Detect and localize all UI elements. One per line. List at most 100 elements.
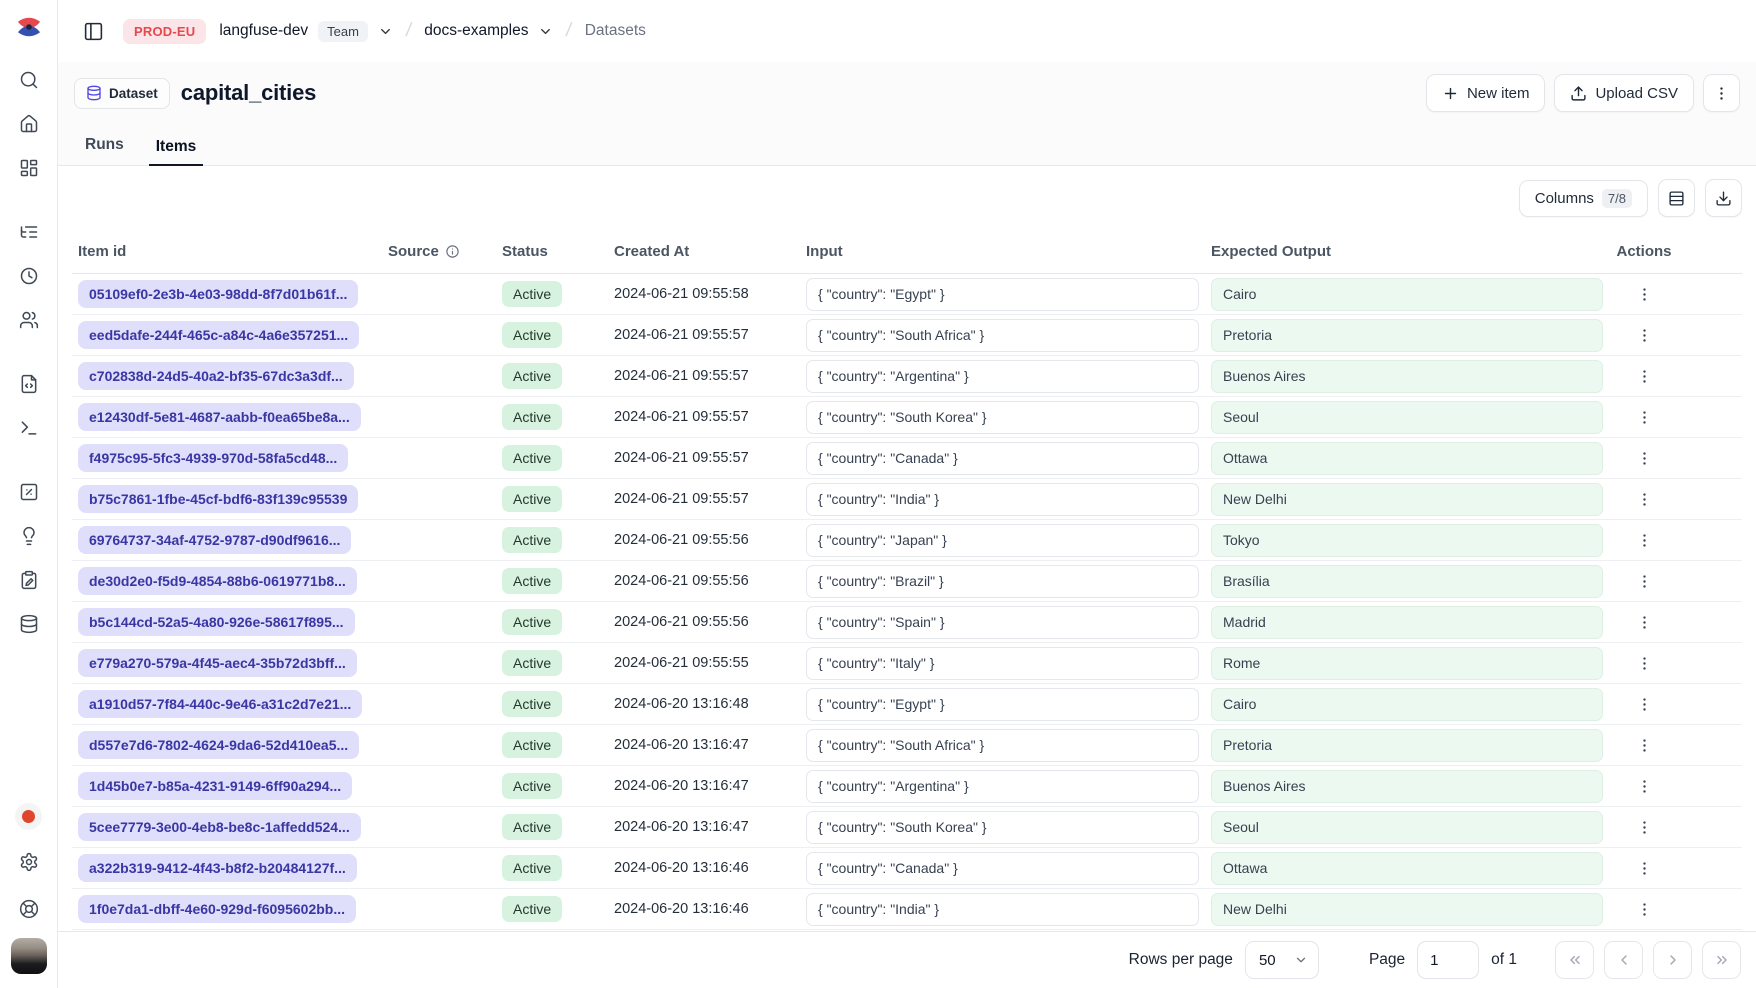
breadcrumb-section[interactable]: Datasets [584, 22, 646, 39]
tab-items[interactable]: Items [148, 138, 204, 166]
tab-runs[interactable]: Runs [78, 136, 131, 165]
expected-output-cell[interactable]: New Delhi [1211, 482, 1603, 516]
info-icon[interactable] [445, 244, 460, 259]
item-id-link[interactable]: a322b319-9412-4f43-b8f2-b20484127f... [78, 854, 357, 882]
item-id-link[interactable]: c702838d-24d5-40a2-bf35-67dc3a3df... [78, 362, 354, 390]
input-cell[interactable]: { "country": "India" } [806, 892, 1199, 926]
input-cell[interactable]: { "country": "India" } [806, 482, 1199, 516]
input-cell[interactable]: { "country": "South Korea" } [806, 400, 1199, 434]
item-id-link[interactable]: f4975c95-5fc3-4939-970d-58fa5cd48... [78, 444, 349, 472]
input-cell[interactable]: { "country": "South Africa" } [806, 728, 1199, 762]
sidebar-item-support[interactable] [11, 891, 47, 927]
sidebar-item-sessions[interactable] [11, 258, 47, 294]
expected-output-cell[interactable]: Tokyo [1211, 523, 1603, 557]
export-download-button[interactable] [1705, 179, 1742, 217]
prev-page-button[interactable] [1604, 941, 1643, 979]
row-actions-kebab[interactable] [1628, 688, 1660, 720]
row-actions-kebab[interactable] [1628, 319, 1660, 351]
item-id-link[interactable]: e12430df-5e81-4687-aabb-f0ea65be8a... [78, 403, 361, 431]
rows-per-page-select[interactable]: 50 [1244, 941, 1319, 979]
expected-output-cell[interactable]: Brasília [1211, 564, 1603, 598]
user-avatar[interactable] [10, 938, 47, 974]
langfuse-logo[interactable] [14, 12, 44, 42]
page-actions-kebab[interactable] [1703, 74, 1740, 112]
expected-output-cell[interactable]: Rome [1211, 646, 1603, 680]
sidebar-item-evaluation[interactable] [11, 474, 47, 510]
expected-output-cell[interactable]: Cairo [1211, 687, 1603, 721]
columns-button[interactable]: Columns 7/8 [1518, 179, 1648, 217]
sidebar-item-home[interactable] [11, 106, 47, 142]
row-actions-kebab[interactable] [1628, 360, 1660, 392]
input-cell[interactable]: { "country": "Canada" } [806, 441, 1199, 475]
upload-csv-button[interactable]: Upload CSV [1554, 74, 1694, 112]
input-cell[interactable]: { "country": "South Africa" } [806, 318, 1199, 352]
project-switcher[interactable]: docs-examples [424, 22, 553, 40]
item-id-link[interactable]: eed5dafe-244f-465c-a84c-4a6e357251... [78, 321, 360, 349]
expected-output-cell[interactable]: Ottawa [1211, 851, 1603, 885]
row-actions-kebab[interactable] [1628, 647, 1660, 679]
input-cell[interactable]: { "country": "Canada" } [806, 851, 1199, 885]
sidebar-item-search[interactable] [11, 62, 47, 98]
input-cell[interactable]: { "country": "Brazil" } [806, 564, 1199, 598]
sidebar-item-ideas[interactable] [11, 518, 47, 554]
input-cell[interactable]: { "country": "Spain" } [806, 605, 1199, 639]
sidebar-item-settings[interactable] [11, 844, 47, 880]
item-id-link[interactable]: d557e7d6-7802-4624-9da6-52d410ea5... [78, 731, 360, 759]
input-cell[interactable]: { "country": "Egypt" } [806, 687, 1199, 721]
sidebar-item-annotation[interactable] [11, 562, 47, 598]
input-cell[interactable]: { "country": "Japan" } [806, 523, 1199, 557]
input-cell[interactable]: { "country": "Argentina" } [806, 359, 1199, 393]
row-actions-kebab[interactable] [1628, 606, 1660, 638]
item-id-link[interactable]: 1d45b0e7-b85a-4231-9149-6ff90a294... [78, 772, 353, 800]
last-page-button[interactable] [1702, 941, 1741, 979]
sidebar-item-playground[interactable] [11, 410, 47, 446]
row-actions-kebab[interactable] [1628, 565, 1660, 597]
row-actions-kebab[interactable] [1628, 442, 1660, 474]
expected-output-cell[interactable]: New Delhi [1211, 892, 1603, 926]
expected-output-cell[interactable]: Cairo [1211, 277, 1603, 311]
sidebar-item-dashboards[interactable] [11, 150, 47, 186]
next-page-button[interactable] [1653, 941, 1692, 979]
sidebar-item-datasets[interactable] [11, 606, 47, 642]
new-item-button[interactable]: New item [1425, 74, 1546, 112]
row-actions-kebab[interactable] [1628, 483, 1660, 515]
item-id-link[interactable]: de30d2e0-f5d9-4854-88b6-0619771b8... [78, 567, 357, 595]
first-page-button[interactable] [1555, 941, 1594, 979]
row-height-button[interactable] [1658, 179, 1695, 217]
input-cell[interactable]: { "country": "Argentina" } [806, 769, 1199, 803]
item-id-link[interactable]: 69764737-34af-4752-9787-d90df9616... [78, 526, 352, 554]
item-id-link[interactable]: b5c144cd-52a5-4a80-926e-58617f895... [78, 608, 355, 636]
row-actions-kebab[interactable] [1628, 811, 1660, 843]
sidebar-item-users[interactable] [11, 302, 47, 338]
row-actions-kebab[interactable] [1628, 729, 1660, 761]
input-cell[interactable]: { "country": "Egypt" } [806, 277, 1199, 311]
item-id-link[interactable]: 5cee7779-3e00-4eb8-be8c-1affedd524... [78, 813, 361, 841]
expected-output-cell[interactable]: Buenos Aires [1211, 359, 1603, 393]
row-actions-kebab[interactable] [1628, 401, 1660, 433]
sidebar-toggle-button[interactable] [76, 14, 110, 48]
input-cell[interactable]: { "country": "South Korea" } [806, 810, 1199, 844]
item-id-link[interactable]: 05109ef0-2e3b-4e03-98dd-8f7d01b61f... [78, 280, 359, 308]
item-id-link[interactable]: 1f0e7da1-dbff-4e60-929d-f6095602bb... [78, 895, 356, 923]
expected-output-cell[interactable]: Seoul [1211, 810, 1603, 844]
row-actions-kebab[interactable] [1628, 893, 1660, 925]
expected-output-cell[interactable]: Ottawa [1211, 441, 1603, 475]
expected-output-cell[interactable]: Pretoria [1211, 728, 1603, 762]
item-id-link[interactable]: b75c7861-1fbe-45cf-bdf6-83f139c95539 [78, 485, 359, 513]
sidebar-item-prompts[interactable] [11, 366, 47, 402]
row-actions-kebab[interactable] [1628, 770, 1660, 802]
expected-output-cell[interactable]: Seoul [1211, 400, 1603, 434]
item-id-link[interactable]: e779a270-579a-4f45-aec4-35b72d3bff... [78, 649, 357, 677]
row-actions-kebab[interactable] [1628, 852, 1660, 884]
page-number-input[interactable] [1417, 941, 1480, 979]
org-switcher[interactable]: langfuse-dev Team [219, 20, 393, 42]
expected-output-cell[interactable]: Pretoria [1211, 318, 1603, 352]
row-actions-kebab[interactable] [1628, 278, 1660, 310]
expected-output-cell[interactable]: Madrid [1211, 605, 1603, 639]
record-indicator[interactable] [12, 799, 46, 833]
item-id-link[interactable]: a1910d57-7f84-440c-9e46-a31c2d7e21... [78, 690, 363, 718]
expected-output-cell[interactable]: Buenos Aires [1211, 769, 1603, 803]
input-cell[interactable]: { "country": "Italy" } [806, 646, 1199, 680]
row-actions-kebab[interactable] [1628, 524, 1660, 556]
sidebar-item-tracing[interactable] [11, 214, 47, 250]
